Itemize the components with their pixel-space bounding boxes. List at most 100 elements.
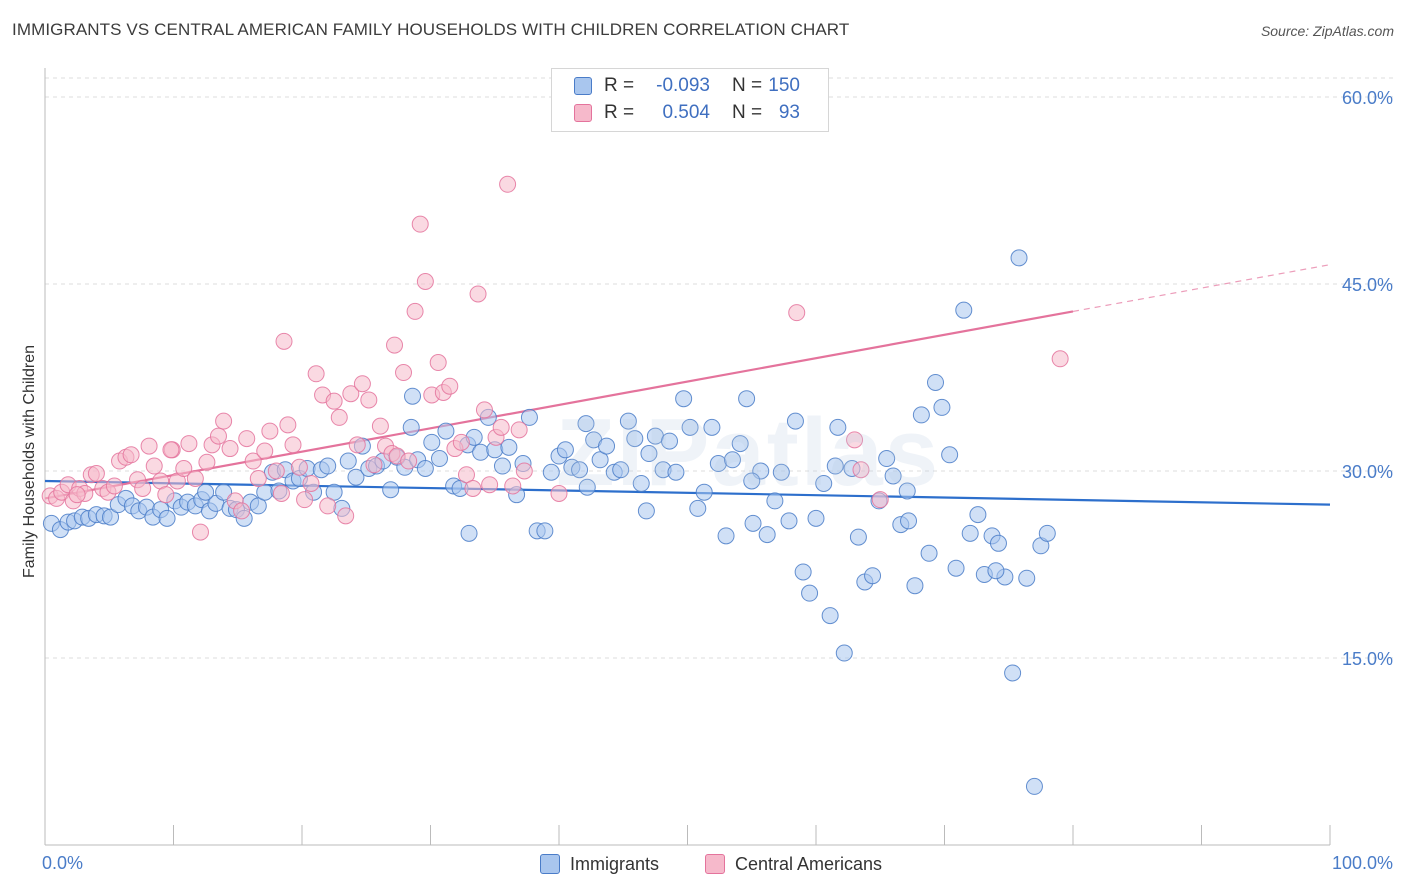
- central-americans-point: [1051, 350, 1069, 368]
- central-americans-point: [400, 452, 418, 470]
- central-americans-point: [284, 436, 302, 454]
- immigrants-point: [215, 483, 233, 501]
- immigrants-point: [786, 412, 804, 430]
- legend-r-label: R =: [604, 102, 635, 123]
- central-americans-point: [186, 469, 204, 487]
- immigrants-point: [941, 446, 959, 464]
- axes: [44, 68, 1331, 846]
- immigrants-point: [577, 415, 595, 433]
- immigrants-point: [927, 373, 945, 391]
- legend-row-central-americans: R = 0.504 N = 93: [574, 100, 800, 126]
- immigrants-point: [591, 451, 609, 469]
- immigrants-point: [1004, 664, 1022, 682]
- immigrants-point: [920, 544, 938, 562]
- central-americans-point: [342, 385, 360, 403]
- legend-label-immigrants: Immigrants: [570, 853, 660, 874]
- y-tick-label: 15.0%: [1342, 649, 1393, 669]
- legend-r-value: 0.504: [662, 102, 710, 123]
- immigrants-point: [884, 467, 902, 485]
- immigrants-point: [766, 492, 784, 510]
- correlation-legend: R = -0.093 N = 150 R = 0.504 N = 93: [551, 68, 829, 132]
- central-americans-point: [353, 375, 371, 393]
- central-americans-point: [272, 484, 290, 502]
- central-americans-point: [360, 391, 378, 409]
- immigrants-point: [402, 418, 420, 436]
- immigrants-point: [689, 499, 707, 517]
- immigrants-point: [955, 301, 973, 319]
- immigrants-point: [460, 524, 478, 542]
- immigrants-point: [878, 450, 896, 468]
- immigrants-point: [738, 390, 756, 408]
- central-americans-point: [122, 446, 140, 464]
- central-americans-point: [275, 332, 293, 350]
- immigrants-point: [681, 418, 699, 436]
- immigrants-point: [821, 607, 839, 625]
- central-americans-point: [337, 507, 355, 525]
- central-americans-point: [371, 417, 389, 435]
- immigrants-point: [780, 512, 798, 530]
- immigrants-point: [640, 445, 658, 463]
- immigrants-point: [1018, 569, 1036, 587]
- central-americans-point: [475, 401, 493, 419]
- central-americans-point: [499, 175, 517, 193]
- legend-r-label: R =: [604, 75, 635, 96]
- immigrants-point: [695, 483, 713, 501]
- y-tick-label: 45.0%: [1342, 275, 1393, 295]
- immigrants-point: [912, 406, 930, 424]
- immigrants-point: [632, 474, 650, 492]
- central-americans-point: [416, 273, 434, 291]
- immigrants-point: [772, 463, 790, 481]
- y-tick-label: 60.0%: [1342, 88, 1393, 108]
- immigrants-point: [437, 422, 455, 440]
- immigrants-point: [661, 432, 679, 450]
- central-americans-point: [238, 430, 256, 448]
- central-americans-point: [162, 441, 180, 459]
- central-americans-point: [386, 336, 404, 354]
- legend-row-immigrants: R = -0.093 N = 150: [574, 73, 800, 99]
- immigrants-point: [933, 398, 951, 416]
- central-americans-point: [267, 462, 285, 480]
- immigrants-point: [102, 508, 120, 526]
- immigrants-point: [987, 562, 1005, 580]
- central-americans-point: [852, 461, 870, 479]
- central-americans-point: [395, 364, 413, 382]
- central-americans-point: [846, 431, 864, 449]
- central-americans-point: [469, 285, 487, 303]
- central-americans-point: [319, 497, 337, 515]
- central-americans-point: [191, 523, 209, 541]
- central-americans-point: [365, 456, 383, 474]
- central-americans-point: [134, 479, 152, 497]
- central-americans-point: [515, 462, 533, 480]
- immigrants-point: [675, 390, 693, 408]
- central-americans-point: [140, 437, 158, 455]
- central-americans-point: [279, 416, 297, 434]
- watermark: ZIPatlas: [556, 399, 941, 506]
- central-americans-point: [145, 457, 163, 475]
- immigrants-point: [723, 451, 741, 469]
- data-points: [41, 175, 1069, 795]
- central-americans-point: [261, 422, 279, 440]
- source-note: Source: ZipAtlas.com: [1260, 23, 1394, 39]
- central-americans-point: [406, 302, 424, 320]
- legend-item-immigrants[interactable]: Immigrants: [540, 852, 659, 876]
- immigrants-point: [717, 527, 735, 545]
- immigrants-point: [249, 497, 267, 515]
- legend-item-central-americans[interactable]: Central Americans: [705, 852, 882, 876]
- immigrants-point: [416, 460, 434, 478]
- central-americans-point: [105, 477, 123, 495]
- central-americans-point: [348, 436, 366, 454]
- legend-n-label: N =: [732, 102, 763, 123]
- central-americans-point: [411, 215, 429, 233]
- legend-label-central-americans: Central Americans: [735, 853, 883, 874]
- legend-swatch-central-americans: [574, 104, 592, 122]
- central-americans-point: [198, 453, 216, 471]
- immigrants-point: [849, 528, 867, 546]
- immigrants-point: [339, 452, 357, 470]
- central-americans-point: [441, 377, 459, 395]
- immigrants-point: [829, 418, 847, 436]
- grid-lines: [45, 77, 1393, 659]
- immigrants-point: [947, 559, 965, 577]
- immigrants-point: [598, 437, 616, 455]
- immigrants-point: [826, 457, 844, 475]
- central-americans-point: [68, 486, 86, 504]
